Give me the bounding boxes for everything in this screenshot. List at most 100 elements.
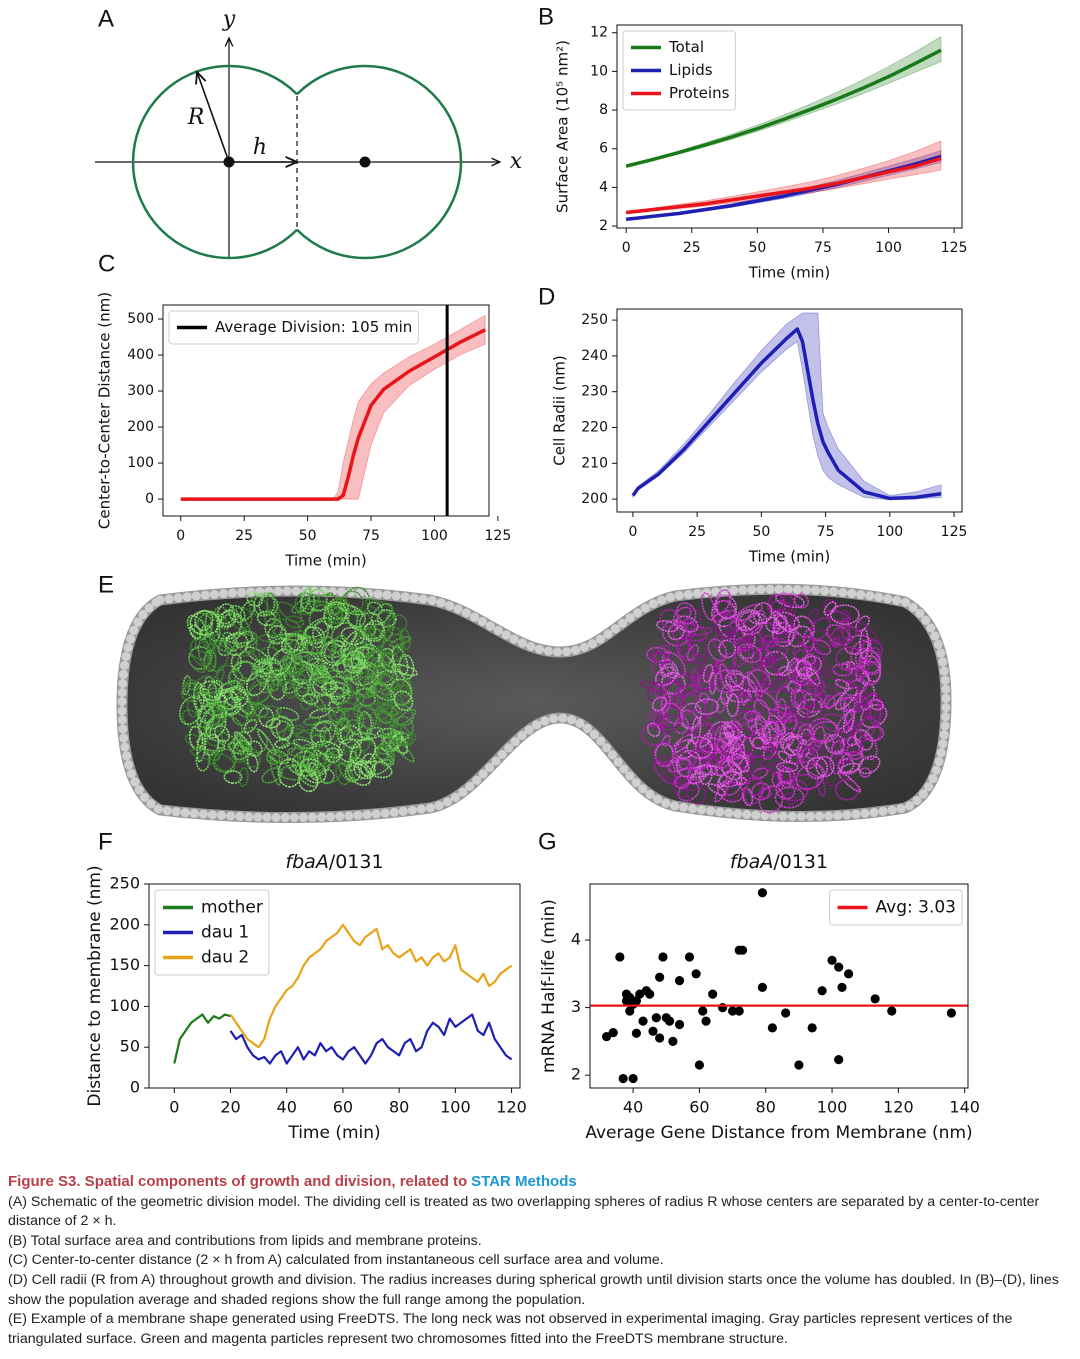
chromosome-loop <box>205 714 227 739</box>
point <box>757 888 768 898</box>
chromosome-loop <box>194 632 217 653</box>
chromosome-loop <box>835 646 863 672</box>
chromosome-loop <box>234 630 254 648</box>
chromosome-loop <box>787 625 812 648</box>
chromosome-loop <box>319 768 335 785</box>
chromosome-loop <box>311 669 324 680</box>
chromosome-loop <box>780 732 795 750</box>
chromosome-loop <box>187 654 206 674</box>
chromosome-loop <box>838 758 855 774</box>
chromosome-loop <box>308 588 328 612</box>
chromosome-loop <box>777 698 787 719</box>
chromosome-loop <box>839 610 852 622</box>
chromosome-loop <box>207 642 217 668</box>
chromosome-loop <box>284 632 307 652</box>
x-tick-label: 0 <box>628 524 637 540</box>
x-tick-label: 60 <box>333 1098 353 1117</box>
chromosome-loop <box>823 601 837 616</box>
chromosome-loop <box>365 702 393 711</box>
chromosome-loop <box>349 737 377 766</box>
chromosome-loop <box>369 671 394 688</box>
chromosome-loop <box>238 767 249 787</box>
chromosome-loop <box>299 758 327 784</box>
line <box>229 1013 513 1065</box>
chromosome-loop <box>775 592 805 609</box>
chromosome-loop <box>319 726 332 747</box>
chromosome-loop <box>369 759 392 776</box>
chromosome-loop <box>855 660 881 687</box>
x-tick-label: 120 <box>883 1098 914 1117</box>
title-part: fbaA <box>285 851 328 873</box>
chromosome-loop <box>305 638 328 655</box>
chromosome-loop <box>831 741 855 765</box>
chromosome-loop <box>722 773 743 796</box>
chromosome-loop <box>846 742 864 761</box>
chromosome-loop <box>753 638 776 664</box>
y-tick-label: 500 <box>127 311 154 327</box>
chromosome-loop <box>277 668 295 690</box>
y-tick-label: 200 <box>581 491 608 507</box>
chromosome-loop <box>772 614 788 635</box>
chromosome-loop <box>650 650 667 674</box>
chromosome-loop <box>381 736 396 753</box>
chromosome-loop <box>640 680 670 695</box>
chart-title: fbaA/0131 <box>730 851 828 873</box>
y-axis-label: mRNA Half-life (min) <box>539 899 559 1073</box>
chromosome-loop <box>196 732 207 763</box>
legend: Avg: 3.03 <box>829 889 963 926</box>
chromosome-loop <box>303 716 321 726</box>
axes-frame <box>162 304 490 517</box>
chromosome-loop <box>653 761 678 785</box>
chromosome-loop <box>287 747 313 759</box>
caption-link[interactable]: STAR Methods <box>471 1173 577 1190</box>
y-tick-label: 0 <box>145 491 154 507</box>
x-tick-label: 125 <box>485 528 512 544</box>
y-tick-label: 3 <box>571 997 581 1016</box>
legend-box <box>168 310 419 345</box>
chromosome-loop <box>796 634 819 653</box>
y-tick-label: 200 <box>109 914 140 933</box>
chart-title: fbaA/0131 <box>285 851 383 873</box>
chromosome-loop <box>690 668 701 686</box>
chromosome-loop <box>804 704 824 725</box>
chromosome-loop <box>372 668 399 690</box>
membrane-beads <box>117 584 951 823</box>
chromosome-loop <box>196 737 226 752</box>
y-tick-label: 240 <box>581 348 608 364</box>
chromosome-loop <box>362 681 378 696</box>
x-axis-label: Time (min) <box>287 1123 380 1143</box>
chromosome-loop <box>713 669 738 694</box>
chromosome-loop <box>688 771 707 785</box>
plot-area <box>631 312 942 501</box>
chromosome-loop <box>774 677 805 694</box>
chromosome-loop <box>246 591 264 607</box>
chromosome-loop <box>214 724 230 743</box>
x-tick-label: 125 <box>941 524 968 540</box>
x-tick-label: 0 <box>622 240 631 256</box>
chromosome-loop <box>300 693 313 711</box>
chromosome-loop <box>320 681 351 698</box>
plot-area <box>590 888 968 1084</box>
x-tick-label: 0 <box>169 1098 179 1117</box>
chromosome-loop <box>696 674 712 690</box>
axes-frame <box>616 308 963 513</box>
chromosome-loop <box>256 610 277 627</box>
line <box>180 328 486 501</box>
chromosome-loop <box>323 601 348 628</box>
chromosome-loop <box>714 615 737 639</box>
chromosome-loop <box>388 723 411 745</box>
chromosome-loop <box>782 594 795 608</box>
legend-box <box>829 889 963 926</box>
x-tick-label: 140 <box>949 1098 980 1117</box>
plot-area <box>625 35 942 222</box>
chromosome-loop <box>707 761 723 775</box>
line <box>229 923 513 1049</box>
chromosome-loop <box>318 666 329 677</box>
y-tick-label: 2 <box>599 218 608 234</box>
chromosome-loop <box>785 712 798 722</box>
chromosome-loop <box>816 683 830 711</box>
chromosome-loop <box>775 781 796 800</box>
point <box>655 1033 665 1043</box>
point <box>658 952 668 962</box>
chromosome-loop <box>785 791 797 806</box>
